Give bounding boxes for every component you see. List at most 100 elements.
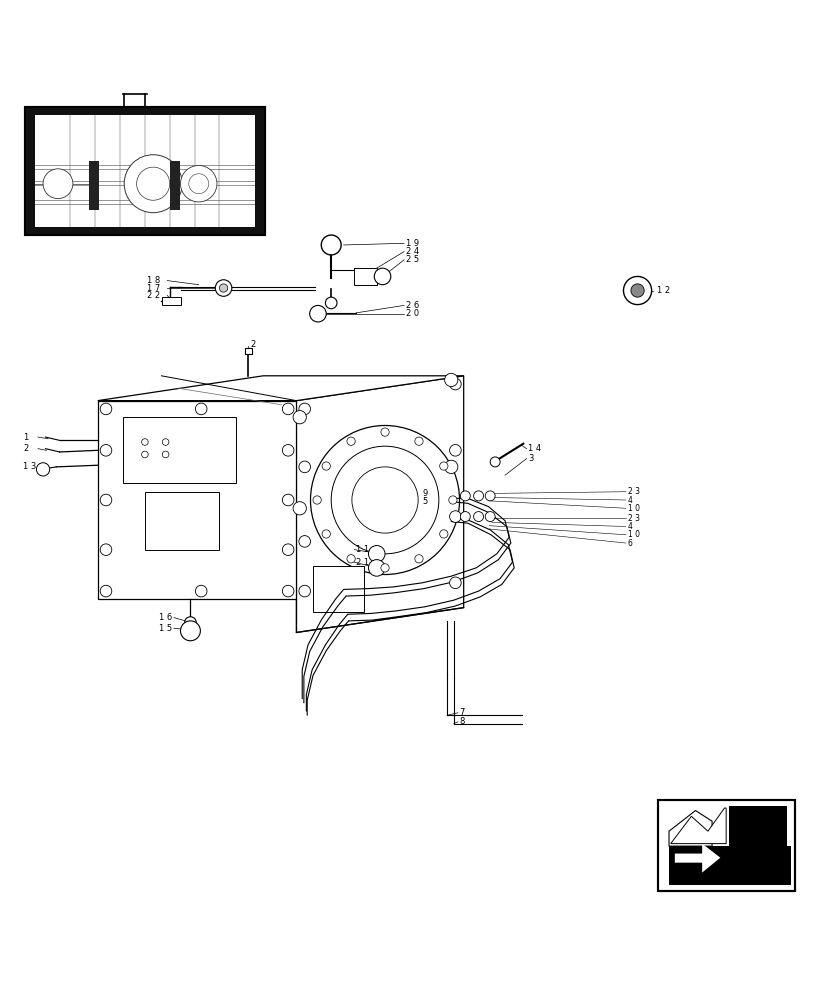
- Bar: [25, 107, 35, 235]
- Text: 2 3: 2 3: [627, 514, 638, 523]
- Text: 1 2: 1 2: [656, 286, 669, 295]
- Circle shape: [100, 403, 112, 415]
- Text: 2 4: 2 4: [405, 247, 418, 256]
- Circle shape: [485, 512, 495, 522]
- Polygon shape: [670, 808, 725, 844]
- Text: 1 1: 1 1: [356, 545, 369, 554]
- Circle shape: [473, 491, 483, 501]
- Circle shape: [449, 577, 461, 589]
- Circle shape: [124, 155, 182, 213]
- Circle shape: [282, 494, 294, 506]
- Text: 3: 3: [528, 454, 533, 463]
- Bar: [25, 107, 265, 235]
- Circle shape: [141, 451, 148, 458]
- Circle shape: [449, 378, 461, 390]
- Circle shape: [368, 546, 385, 562]
- Text: 1 4: 1 4: [528, 444, 541, 453]
- Circle shape: [439, 462, 447, 470]
- Circle shape: [380, 428, 389, 436]
- Polygon shape: [98, 401, 296, 599]
- Text: 1 6: 1 6: [159, 613, 172, 622]
- Text: 1 9: 1 9: [405, 239, 418, 248]
- Circle shape: [100, 544, 112, 555]
- Circle shape: [195, 585, 207, 597]
- Circle shape: [380, 564, 389, 572]
- Text: 2 0: 2 0: [405, 309, 418, 318]
- Text: 1 5: 1 5: [159, 624, 172, 633]
- Circle shape: [623, 276, 651, 305]
- Circle shape: [473, 512, 483, 522]
- Polygon shape: [145, 492, 219, 550]
- Text: 1 0: 1 0: [627, 504, 638, 513]
- Polygon shape: [98, 376, 463, 401]
- Circle shape: [630, 284, 643, 297]
- Circle shape: [299, 403, 310, 415]
- Circle shape: [322, 530, 330, 538]
- Bar: [657, 800, 794, 891]
- Bar: [25, 107, 265, 235]
- Circle shape: [100, 445, 112, 456]
- Circle shape: [180, 621, 200, 641]
- Text: 2 1: 2 1: [356, 558, 369, 567]
- Circle shape: [299, 585, 310, 597]
- Circle shape: [282, 445, 294, 456]
- Circle shape: [444, 373, 457, 387]
- Bar: [255, 107, 265, 235]
- Circle shape: [282, 403, 294, 415]
- Circle shape: [448, 496, 457, 504]
- Circle shape: [189, 174, 208, 194]
- Text: 1 8: 1 8: [147, 276, 160, 285]
- Polygon shape: [668, 846, 790, 885]
- Circle shape: [309, 305, 326, 322]
- Circle shape: [162, 451, 169, 458]
- Bar: [89, 161, 99, 210]
- Text: 2 2: 2 2: [147, 291, 160, 300]
- Circle shape: [485, 491, 495, 501]
- Text: 4: 4: [627, 522, 632, 531]
- Polygon shape: [122, 417, 236, 483]
- Circle shape: [100, 494, 112, 506]
- Circle shape: [444, 460, 457, 474]
- Text: 1 3: 1 3: [23, 462, 36, 471]
- Circle shape: [439, 530, 447, 538]
- Circle shape: [325, 297, 337, 309]
- Text: 7: 7: [459, 708, 464, 717]
- Circle shape: [414, 437, 423, 445]
- Polygon shape: [296, 376, 463, 632]
- Circle shape: [460, 512, 470, 522]
- Circle shape: [449, 445, 461, 456]
- Text: 1: 1: [23, 433, 28, 442]
- Text: 1 7: 1 7: [147, 284, 160, 293]
- Circle shape: [195, 403, 207, 415]
- Circle shape: [282, 544, 294, 555]
- Circle shape: [219, 284, 227, 292]
- Circle shape: [414, 555, 423, 563]
- Circle shape: [322, 462, 330, 470]
- Circle shape: [141, 439, 148, 445]
- Text: 8: 8: [459, 717, 464, 726]
- Circle shape: [184, 617, 196, 628]
- Circle shape: [215, 280, 232, 296]
- Circle shape: [321, 235, 341, 255]
- Text: 1 0: 1 0: [627, 530, 638, 539]
- Text: 2: 2: [23, 444, 28, 453]
- Bar: [657, 800, 794, 891]
- Circle shape: [162, 439, 169, 445]
- Bar: [170, 161, 179, 210]
- Circle shape: [368, 560, 385, 576]
- Polygon shape: [313, 566, 364, 612]
- Circle shape: [449, 511, 461, 522]
- Circle shape: [36, 463, 50, 476]
- Circle shape: [43, 169, 73, 199]
- Polygon shape: [245, 348, 251, 354]
- Circle shape: [293, 502, 306, 515]
- Polygon shape: [674, 844, 719, 873]
- Circle shape: [351, 467, 418, 533]
- Bar: [25, 227, 265, 235]
- Circle shape: [313, 496, 321, 504]
- Circle shape: [180, 165, 217, 202]
- Circle shape: [331, 446, 438, 554]
- Circle shape: [374, 268, 390, 285]
- Circle shape: [490, 457, 500, 467]
- Circle shape: [310, 425, 459, 575]
